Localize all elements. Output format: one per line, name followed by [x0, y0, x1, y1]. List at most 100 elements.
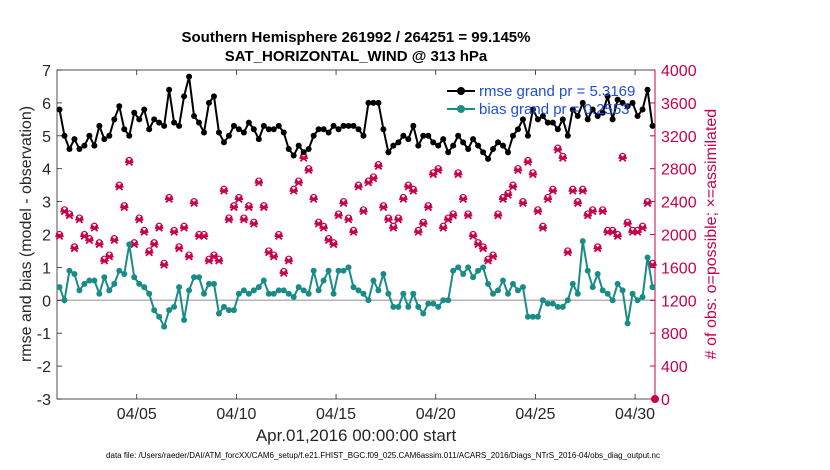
obs-assimilated-marker	[120, 203, 129, 212]
rmse-point	[380, 126, 387, 133]
obs-assimilated-marker	[164, 195, 174, 203]
obs-assimilated-marker	[538, 224, 548, 232]
bias-point	[201, 290, 208, 297]
obs-possible-marker	[579, 185, 587, 193]
rmse-point	[210, 93, 217, 100]
rmse-point	[594, 113, 601, 120]
obs-assimilated-marker	[359, 207, 368, 216]
obs-possible-marker	[334, 210, 343, 218]
bias-point	[161, 323, 168, 330]
obs-assimilated-marker	[568, 187, 577, 195]
rmse-point	[196, 119, 203, 126]
rmse-point	[260, 122, 267, 129]
obs-possible-marker	[135, 214, 143, 222]
rmse-point	[131, 109, 138, 116]
bias-point	[151, 307, 158, 314]
obs-possible-marker	[374, 160, 383, 169]
bias-point	[285, 290, 292, 297]
obs-assimilated-marker	[588, 207, 597, 216]
rmse-point	[310, 132, 317, 139]
bias-point	[146, 290, 153, 297]
obs-possible-marker	[519, 198, 527, 206]
obs-assimilated-marker	[159, 261, 169, 269]
rmse-point	[574, 113, 581, 120]
obs-assimilated-marker	[329, 240, 338, 249]
rmse-point	[270, 126, 277, 133]
rmse-point	[106, 132, 113, 139]
obs-assimilated-marker	[95, 240, 104, 249]
obs-possible-marker	[544, 193, 552, 202]
rmse-point	[475, 142, 482, 149]
y-axis-label: rmse and bias (model - observation)	[18, 106, 35, 362]
rmse-point	[400, 132, 407, 139]
rmse-point	[514, 126, 521, 133]
bias-point	[475, 267, 482, 274]
bias-point	[465, 264, 472, 271]
obs-assimilated-marker	[149, 240, 159, 249]
obs-assimilated-marker	[374, 162, 383, 171]
obs-assimilated-marker	[528, 170, 538, 179]
rmse-point	[156, 119, 163, 126]
obs-possible-marker	[529, 169, 537, 177]
bias-point	[490, 290, 497, 297]
obs-possible-marker	[305, 165, 313, 173]
obs-possible-marker	[539, 222, 547, 230]
rmse-point	[360, 132, 367, 139]
obs-possible-marker	[648, 259, 657, 267]
rmse-point	[385, 149, 392, 156]
obs-assimilated-marker	[399, 195, 408, 203]
rmse-point	[425, 132, 432, 139]
x-tick-label: 04/05	[117, 406, 157, 423]
rmse-point	[405, 136, 412, 143]
obs-possible-marker	[290, 185, 298, 193]
obs-assimilated-marker	[259, 203, 269, 212]
bias-point	[375, 287, 382, 294]
bias-point	[126, 241, 133, 248]
obs-possible-marker	[504, 189, 512, 197]
bias-point	[275, 287, 282, 294]
obs-possible-marker	[464, 210, 472, 218]
y-right-tick-label: 4000	[661, 63, 697, 80]
obs-assimilated-marker	[294, 178, 303, 187]
obs-assimilated-marker	[573, 199, 582, 208]
bias-point	[295, 284, 302, 291]
obs-assimilated-marker	[409, 187, 418, 195]
rmse-point	[614, 96, 621, 103]
rmse-point	[275, 122, 282, 129]
bias-point	[395, 303, 402, 310]
rmse-point	[146, 126, 153, 133]
bias-point	[230, 307, 237, 314]
obs-assimilated-marker	[279, 269, 288, 277]
obs-assimilated-marker	[613, 232, 622, 240]
obs-possible-marker	[70, 243, 79, 251]
obs-assimilated-marker	[623, 219, 632, 228]
bias-point	[245, 290, 252, 297]
obs-possible-marker	[310, 193, 318, 202]
obs-possible-marker	[389, 222, 397, 230]
rmse-point	[370, 99, 377, 106]
y-tick-label: 4	[42, 162, 51, 179]
bias-point	[649, 284, 656, 291]
obs-possible-marker	[260, 202, 268, 210]
bias-point	[111, 280, 118, 287]
bias-point	[574, 290, 581, 297]
rmse-point	[141, 106, 148, 113]
obs-possible-marker	[225, 214, 233, 222]
obs-possible-marker	[514, 165, 522, 173]
footnote: data file: /Users/raeder/DAI/ATM_forcXX/…	[106, 451, 660, 460]
bias-point	[205, 280, 212, 287]
rmse-point	[639, 106, 646, 113]
rmse-series	[56, 73, 656, 162]
bias-point	[639, 294, 646, 301]
rmse-point	[161, 122, 168, 129]
y-right-tick-label: 0	[661, 392, 670, 409]
obs-possible-marker	[140, 226, 148, 234]
obs-assimilated-marker	[214, 256, 224, 265]
bias-point	[280, 287, 287, 294]
obs-possible-marker	[394, 214, 402, 222]
rmse-point	[300, 149, 307, 156]
obs-possible-marker	[210, 251, 218, 259]
obs-possible-marker	[414, 226, 422, 234]
obs-possible-marker	[549, 185, 557, 193]
rmse-point	[305, 145, 312, 152]
